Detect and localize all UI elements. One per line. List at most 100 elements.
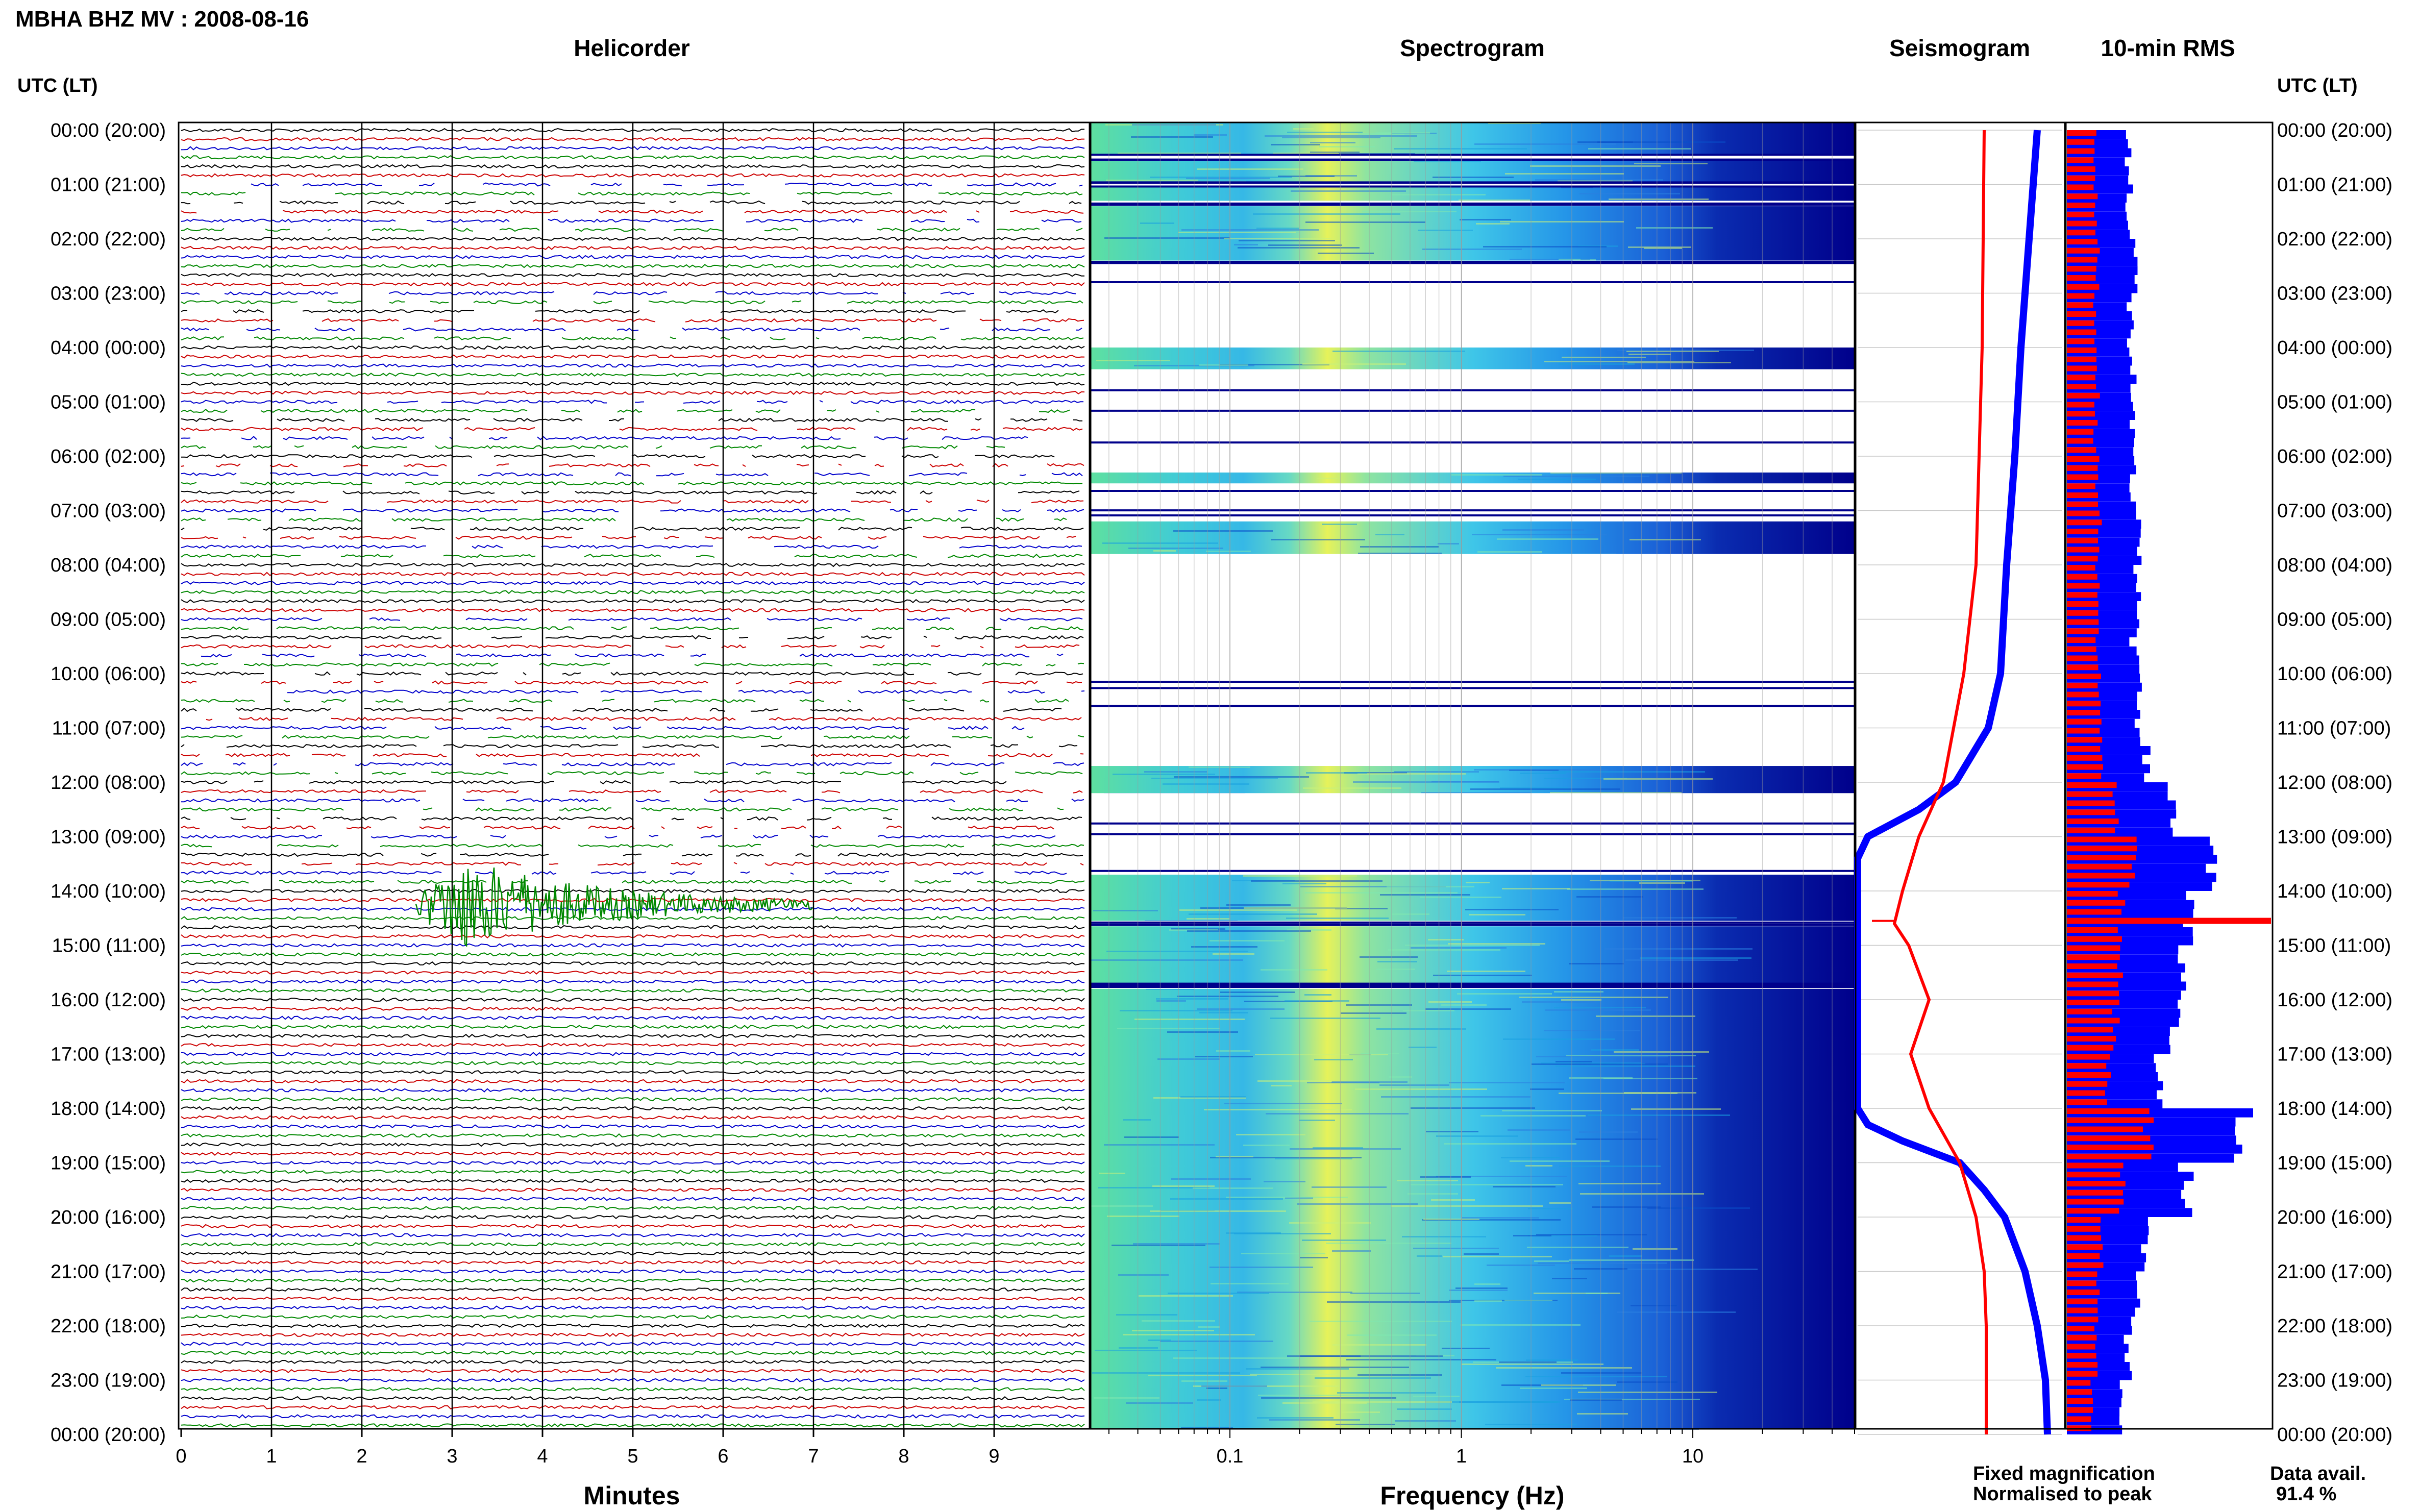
hour-label-left: 04:00 (00:00)	[51, 337, 166, 359]
rms-bar-normalised	[2067, 420, 2098, 426]
rms-bar-normalised	[2067, 365, 2097, 371]
spectrogram-streak	[1131, 136, 1213, 138]
rms-bar-normalised	[2067, 501, 2098, 507]
helicorder-trace	[181, 436, 1028, 440]
spectrogram-streak	[1139, 1295, 1233, 1297]
rms-bar-normalised	[2067, 909, 2121, 915]
spectrogram-streak	[1631, 1108, 1721, 1110]
rms-bar-normalised	[2067, 311, 2096, 317]
spectrogram-streak	[1213, 953, 1254, 955]
rms-bar-normalised	[2067, 1262, 2104, 1268]
spectrogram-streak	[1094, 1397, 1159, 1399]
helicorder-trace	[181, 227, 1083, 232]
spectrogram-streak	[1530, 165, 1661, 167]
rms-bar-normalised	[2067, 239, 2098, 244]
spectrogram-streak	[1375, 534, 1404, 535]
spectrogram-streak	[1403, 1010, 1454, 1011]
hour-label-right: 20:00 (16:00)	[2277, 1207, 2392, 1228]
helicorder-trace	[181, 490, 1080, 495]
spectrogram-streak	[1578, 1392, 1717, 1393]
helicorder-frame	[178, 121, 1091, 1430]
rms-bar-normalised	[2067, 827, 2115, 833]
hour-labels-right: 00:00 (20:00) 01:00 (21:00) 02:00 (22:00) 0…	[2277, 120, 2392, 1446]
rms-spike-bar	[2067, 918, 2271, 924]
spectrogram-streak	[1310, 152, 1360, 153]
helicorder-trace	[181, 535, 1076, 540]
hour-label-left: 18:00 (14:00)	[51, 1098, 166, 1120]
hour-label-left: 06:00 (02:00)	[51, 446, 166, 467]
spectrogram-streak	[1455, 1287, 1508, 1289]
spectrogram-streak	[1559, 1093, 1677, 1094]
hour-label-left: 20:00 (16:00)	[51, 1207, 166, 1228]
spectrogram-streak	[1472, 534, 1607, 535]
spectrogram-streak	[1099, 1173, 1125, 1174]
spectrogram-streak	[1376, 1028, 1466, 1030]
helicorder-x-ticks: 0 1 2 3 4 5 6 7 8 9	[176, 1429, 1000, 1467]
spectrogram-streak	[1179, 909, 1297, 911]
spectrogram-streak	[1317, 478, 1338, 479]
hour-label-left: 22:00 (18:00)	[51, 1316, 166, 1337]
spectrogram-streak	[1575, 1138, 1658, 1140]
rms-bar-normalised	[2067, 565, 2095, 571]
spectrogram-streak	[1442, 1348, 1490, 1349]
rms-bar-normalised	[2067, 1181, 2126, 1186]
spectrogram-streak	[1117, 1028, 1220, 1029]
hour-label-right: 08:00 (04:00)	[2277, 555, 2392, 576]
spectrogram-streak	[1441, 1004, 1487, 1006]
hour-labels-left: 00:00 (20:00) 01:00 (21:00) 02:00 (22:00) 0…	[51, 120, 166, 1446]
spectrogram-streak	[1173, 1357, 1300, 1359]
hour-label-left: 21:00 (17:00)	[51, 1261, 166, 1283]
hour-label-left: 00:00 (20:00)	[51, 120, 166, 141]
spectrogram-streak	[1098, 1187, 1210, 1188]
helicorder-trace	[181, 880, 1085, 884]
hour-label-left: 01:00 (21:00)	[51, 175, 166, 196]
spectrogram-streak	[1303, 787, 1401, 789]
spectrogram-streak	[1344, 772, 1407, 774]
spectrogram-streak	[1513, 1235, 1551, 1236]
spectrogram-panel: 0.1 1 10 Frequency (Hz)	[1090, 121, 1856, 1510]
spectrogram-streak	[1605, 948, 1752, 950]
spectrogram-streak	[1636, 227, 1713, 229]
rms-bar-normalised	[2067, 1253, 2100, 1259]
spectrogram-streak	[1487, 1265, 1555, 1266]
rms-bar-normalised	[2067, 691, 2099, 698]
seismogram-hour-grid	[1858, 130, 2062, 1435]
spectrogram-streak	[1357, 1374, 1442, 1376]
spectrogram-streak	[1358, 133, 1404, 135]
hour-label-left: 05:00 (01:00)	[51, 392, 166, 413]
spectrogram-streak	[1544, 1030, 1640, 1031]
spectrogram-frame	[1090, 121, 1856, 1430]
hour-label-right: 14:00 (10:00)	[2277, 881, 2392, 902]
spectrogram-streak	[1226, 1232, 1281, 1234]
rms-bar-normalised	[2067, 429, 2094, 435]
spectrogram-streak	[1477, 551, 1542, 553]
rms-bar-normalised	[2067, 483, 2095, 489]
spectrogram-streak	[1132, 1330, 1214, 1331]
spectrogram-streak	[1150, 1210, 1286, 1212]
helicorder-trace	[181, 753, 1084, 757]
rms-bar-normalised	[2067, 637, 2096, 643]
hour-label-right: 02:00 (22:00)	[2277, 229, 2392, 250]
spectrogram-streak	[1336, 1424, 1395, 1425]
spectrogram-streak	[1204, 1109, 1352, 1110]
rms-bar-normalised	[2067, 800, 2115, 806]
spectrogram-streak	[1449, 1300, 1558, 1301]
spectrogram-streak	[1592, 1206, 1661, 1208]
spectrogram-streak	[1623, 917, 1737, 919]
rms-bar-normalised	[2067, 338, 2094, 344]
spectrogram-streak	[1313, 1401, 1452, 1403]
helicorder-trace	[181, 544, 1082, 549]
spectrogram-streak	[1362, 211, 1457, 212]
rms-bar-normalised	[2067, 1108, 2150, 1114]
spectrogram-streak	[1314, 1059, 1353, 1060]
helicorder-trace	[181, 662, 1084, 667]
spectrogram-streak	[1397, 1408, 1452, 1410]
rms-bar-normalised	[2067, 247, 2100, 254]
spectrogram-streak	[1234, 244, 1258, 245]
helicorder-trace	[181, 671, 1083, 676]
helicorder-tick-label: 0	[176, 1446, 186, 1467]
spectrogram-streak	[1503, 1038, 1615, 1040]
spectrogram-streak	[1193, 1187, 1273, 1189]
rms-bar-normalised	[2067, 130, 2096, 136]
